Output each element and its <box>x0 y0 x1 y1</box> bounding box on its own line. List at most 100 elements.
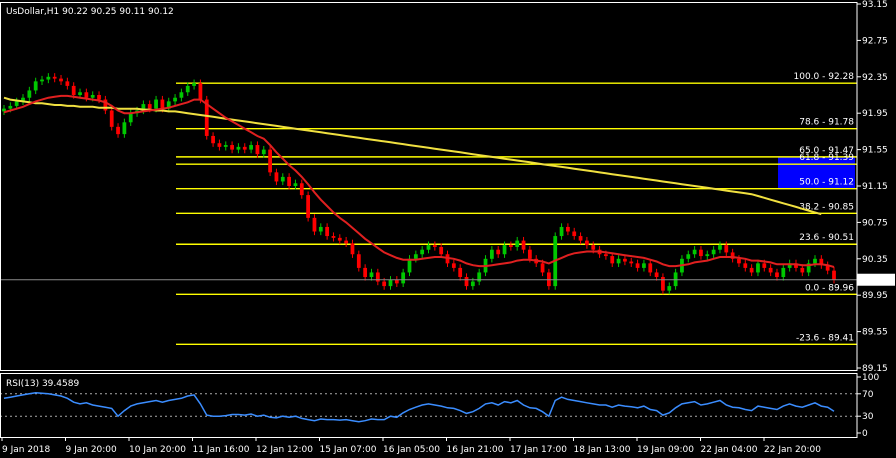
candle-body <box>318 226 323 232</box>
candle-body <box>464 277 469 287</box>
x-tick-label: 9 Jan 20:00 <box>66 445 118 455</box>
candle-body <box>255 145 260 155</box>
candle-body <box>489 249 494 259</box>
candle-body <box>350 243 355 255</box>
candle-body <box>109 110 114 127</box>
candle-body <box>8 105 13 109</box>
x-tick-label: 16 Jan 21:00 <box>447 445 504 455</box>
candle-body <box>420 249 425 255</box>
candle-body <box>242 146 247 150</box>
candle-body <box>160 99 165 109</box>
candle-body <box>775 272 779 277</box>
price-panel: 100.0 - 92.28 78.6 - 91.78 65.0 - 91.4761.… <box>0 72 857 346</box>
candle-body <box>585 240 589 246</box>
candle-body <box>477 272 482 282</box>
candle-body <box>813 258 817 264</box>
candle-body <box>97 95 101 100</box>
candle-body <box>648 263 653 273</box>
price-y-tick-label: 91.55 <box>862 146 888 156</box>
candle-body <box>711 249 716 255</box>
x-tick-label: 22 Jan 20:00 <box>764 445 821 455</box>
candle-body <box>616 258 621 264</box>
candle-body <box>59 78 63 82</box>
candle-body <box>141 104 146 111</box>
candle-body <box>635 263 640 268</box>
candle-body <box>40 79 44 82</box>
candle-body <box>388 279 393 287</box>
chart-title: UsDollar,H1 90.22 90.25 90.11 90.12 <box>6 7 174 17</box>
candle-body <box>699 249 703 257</box>
candle-body <box>211 135 215 144</box>
candle-body <box>147 104 152 109</box>
candle-body <box>794 263 798 268</box>
candle-body <box>52 76 57 79</box>
rsi-panel <box>0 391 857 423</box>
candle-body <box>559 226 564 237</box>
candle-body <box>832 270 836 280</box>
candle-body <box>705 254 710 257</box>
rsi-y-tick-label: 70 <box>862 390 874 400</box>
candle-body <box>337 237 342 241</box>
price-y-tick-label: 91.15 <box>862 182 888 192</box>
candle-body <box>198 83 203 100</box>
x-tick-label: 10 Jan 20:00 <box>129 445 186 455</box>
candle-body <box>458 267 463 277</box>
candle-body <box>432 245 437 247</box>
candle-body <box>116 126 120 135</box>
candle-body <box>806 263 811 273</box>
candle-body <box>426 245 431 250</box>
candle-body <box>508 245 513 247</box>
rsi-title: RSI(13) 39.4589 <box>6 379 79 389</box>
candle-body <box>661 277 665 291</box>
price-y-tick-label: 93.15 <box>862 0 888 10</box>
candle-body <box>749 267 754 273</box>
candle-body <box>65 81 70 86</box>
candle-body <box>401 272 406 284</box>
candle-body <box>78 92 82 95</box>
candle-body <box>762 263 767 268</box>
candle-body <box>730 252 735 259</box>
candle-body <box>394 279 399 284</box>
candle-body <box>27 90 32 98</box>
candle-body <box>407 258 412 273</box>
fast-moving-average-line <box>3 94 835 268</box>
candle-body <box>718 245 722 250</box>
fib-level-label: 65.0 - 91.47 <box>799 146 854 156</box>
candle-body <box>21 97 25 102</box>
price-y-tick-label: 90.75 <box>862 218 888 228</box>
price-y-tick-label: 89.55 <box>862 328 888 338</box>
last-price-badge <box>857 273 895 286</box>
candle-body <box>14 101 19 106</box>
candle-body <box>325 226 330 237</box>
candle-body <box>578 236 583 241</box>
candle-body <box>629 261 634 264</box>
candle-body <box>204 99 209 136</box>
candle-body <box>819 258 824 266</box>
candle-body <box>623 258 627 262</box>
candle-body <box>743 263 748 268</box>
price-y-tick-label: 92.35 <box>862 73 888 83</box>
candle-body <box>610 256 615 264</box>
rsi-y-tick-label: 30 <box>862 412 874 422</box>
price-y-tick-label: 89.95 <box>862 291 888 301</box>
candle-body <box>268 149 272 173</box>
candle-body <box>122 122 127 135</box>
candle-body <box>154 99 158 109</box>
candle-body <box>787 263 792 268</box>
candle-body <box>2 108 6 112</box>
fib-level-label: -23.6 - 89.41 <box>796 333 854 343</box>
candle-body <box>527 249 532 259</box>
candle-body <box>293 183 298 186</box>
price-y-tick-label: 91.95 <box>862 109 888 119</box>
price-panel-border <box>0 2 858 371</box>
candle-body <box>496 249 501 255</box>
last-price-label: 90.12 <box>861 276 887 286</box>
slow-moving-average-line <box>3 96 822 216</box>
candle-body <box>71 85 76 95</box>
x-tick-label: 12 Jan 12:00 <box>256 445 313 455</box>
candle-body <box>521 240 526 250</box>
candle-body <box>451 263 456 268</box>
candle-body <box>756 263 760 273</box>
candle-body <box>90 95 95 98</box>
candle-body <box>825 265 830 271</box>
